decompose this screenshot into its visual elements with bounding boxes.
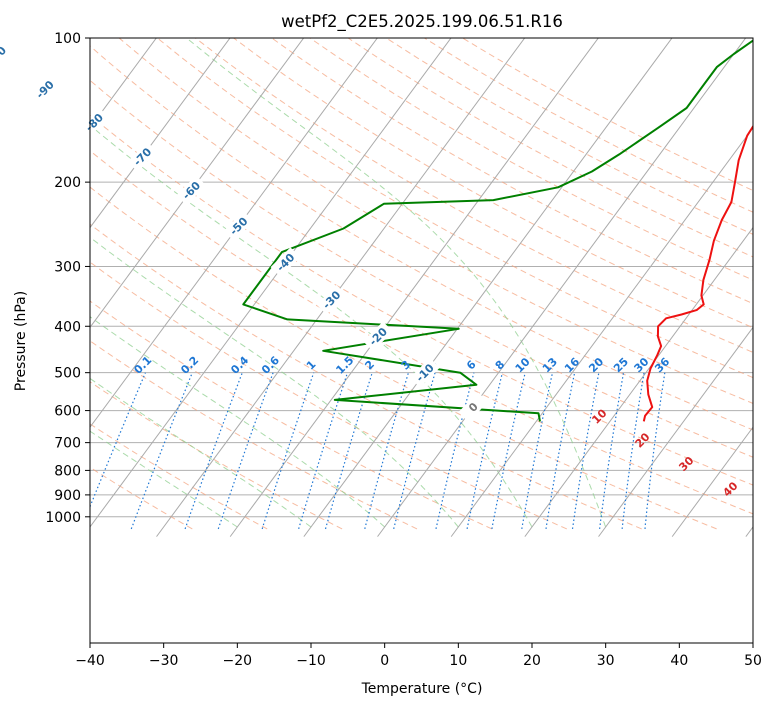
- moist-adiabat: [90, 316, 386, 528]
- dry-adiabat: [90, 150, 753, 515]
- isotherm-line: [90, 38, 231, 229]
- mixing-ratio-line: [393, 372, 436, 530]
- chart-title: wetPf2_C2E5.2025.199.06.51.R16: [281, 12, 563, 32]
- dry-adiabat: [90, 381, 343, 530]
- dry-adiabat: [90, 45, 753, 431]
- isotherm-line: [524, 226, 753, 537]
- mixing-ratio-line: [491, 372, 526, 530]
- profile-lines: [242, 39, 753, 422]
- temperature-line: [642, 124, 753, 422]
- mixing-ratio-line: [364, 372, 409, 530]
- y-tick-label: 300: [54, 259, 81, 275]
- mixing-ratio-line: [599, 372, 625, 529]
- dry-adiabat: [90, 423, 268, 530]
- isotherm-line: [671, 426, 753, 537]
- y-tick-label: 800: [54, 463, 81, 479]
- x-tick-label: −10: [296, 653, 326, 669]
- x-tick-label: −40: [75, 653, 105, 669]
- dry-adiabat: [90, 300, 493, 530]
- x-tick-label: 50: [744, 653, 762, 669]
- isotherm-label-bg: [270, 247, 301, 278]
- dry-adiabat: [347, 38, 753, 258]
- isotherm-line: [0, 16, 25, 537]
- x-tick-label: 30: [597, 653, 615, 669]
- y-tick-label: 200: [54, 175, 81, 191]
- dry-adiabat: [90, 340, 418, 530]
- y-tick-label: 600: [54, 404, 81, 420]
- isotherm-line: [90, 38, 305, 329]
- y-tick-label: 400: [54, 319, 81, 335]
- isotherm-label-bg: [0, 42, 10, 73]
- isotherm-line: [229, 38, 599, 537]
- moist-adiabat: [90, 430, 238, 528]
- mixing-ratio-line: [217, 372, 274, 530]
- isotherm-label-bg: [363, 321, 393, 352]
- moist-adiabat: [90, 236, 459, 528]
- mixing-ratio-line: [130, 372, 193, 530]
- y-axis-label: Pressure (hPa): [13, 291, 29, 391]
- isotherm-line: [377, 38, 747, 537]
- isotherm-label-bg: [127, 141, 158, 172]
- isotherm-line: [598, 326, 753, 537]
- isotherm-line: [156, 38, 526, 537]
- mixing-ratio-line: [521, 372, 554, 529]
- mixing-ratio-line: [184, 372, 243, 530]
- x-tick-label: −20: [223, 653, 253, 669]
- y-tick-label: 100: [54, 31, 81, 47]
- isotherm-label-bg: [79, 107, 109, 138]
- dry-adiabat: [90, 261, 568, 530]
- x-tick-label: −30: [149, 653, 179, 669]
- x-axis-label: Temperature (°C): [361, 681, 483, 697]
- mixing-ratio-line: [644, 372, 666, 529]
- isotherm-label: -100: [0, 44, 9, 73]
- x-tick-label: 40: [670, 653, 688, 669]
- isotherm-line: [90, 38, 452, 528]
- y-tick-label: 900: [54, 488, 81, 504]
- isotherm-label-bg: [223, 211, 254, 241]
- dry-adiabat: [233, 38, 753, 329]
- dry-adiabat: [118, 38, 753, 404]
- dewpoint-line: [242, 39, 753, 422]
- isotherm-label-bg: [410, 357, 440, 388]
- x-tick-label: 20: [523, 653, 541, 669]
- isotherm-label-bg: [29, 74, 60, 105]
- mixing-ratio-line: [545, 372, 576, 529]
- x-tick-label: 0: [380, 653, 389, 669]
- mixing-ratio-line: [90, 372, 146, 509]
- moist-adiabat: [90, 377, 312, 528]
- isotherm-line: [303, 38, 673, 537]
- mixing-ratio-line: [621, 372, 645, 529]
- isotherm-label-bg: [458, 392, 489, 422]
- x-tick-label: 10: [449, 653, 467, 669]
- y-tick-label: 500: [54, 366, 81, 382]
- isotherm-label-bg: [176, 175, 207, 206]
- moist-adiabat: [186, 38, 607, 528]
- mixing-ratio-line: [466, 372, 503, 530]
- isotherm-line: [90, 38, 157, 129]
- y-tick-label: 1000: [45, 510, 81, 526]
- mixing-ratio-line: [571, 372, 600, 529]
- background-lines: [0, 16, 753, 537]
- dry-adiabat: [195, 38, 753, 353]
- plot-frame: [89, 37, 754, 644]
- mixing-ratio-line: [261, 372, 315, 530]
- y-tick-label: 700: [54, 436, 81, 452]
- isotherm-label-bg: [316, 284, 347, 315]
- isotherm-line: [90, 38, 378, 429]
- plot-area: [90, 38, 753, 643]
- axes: −40 −30 −20 −10 0 10 20 30 40 50 100 200 300 400 500 60…: [45, 31, 762, 669]
- isotherm-line: [450, 126, 753, 537]
